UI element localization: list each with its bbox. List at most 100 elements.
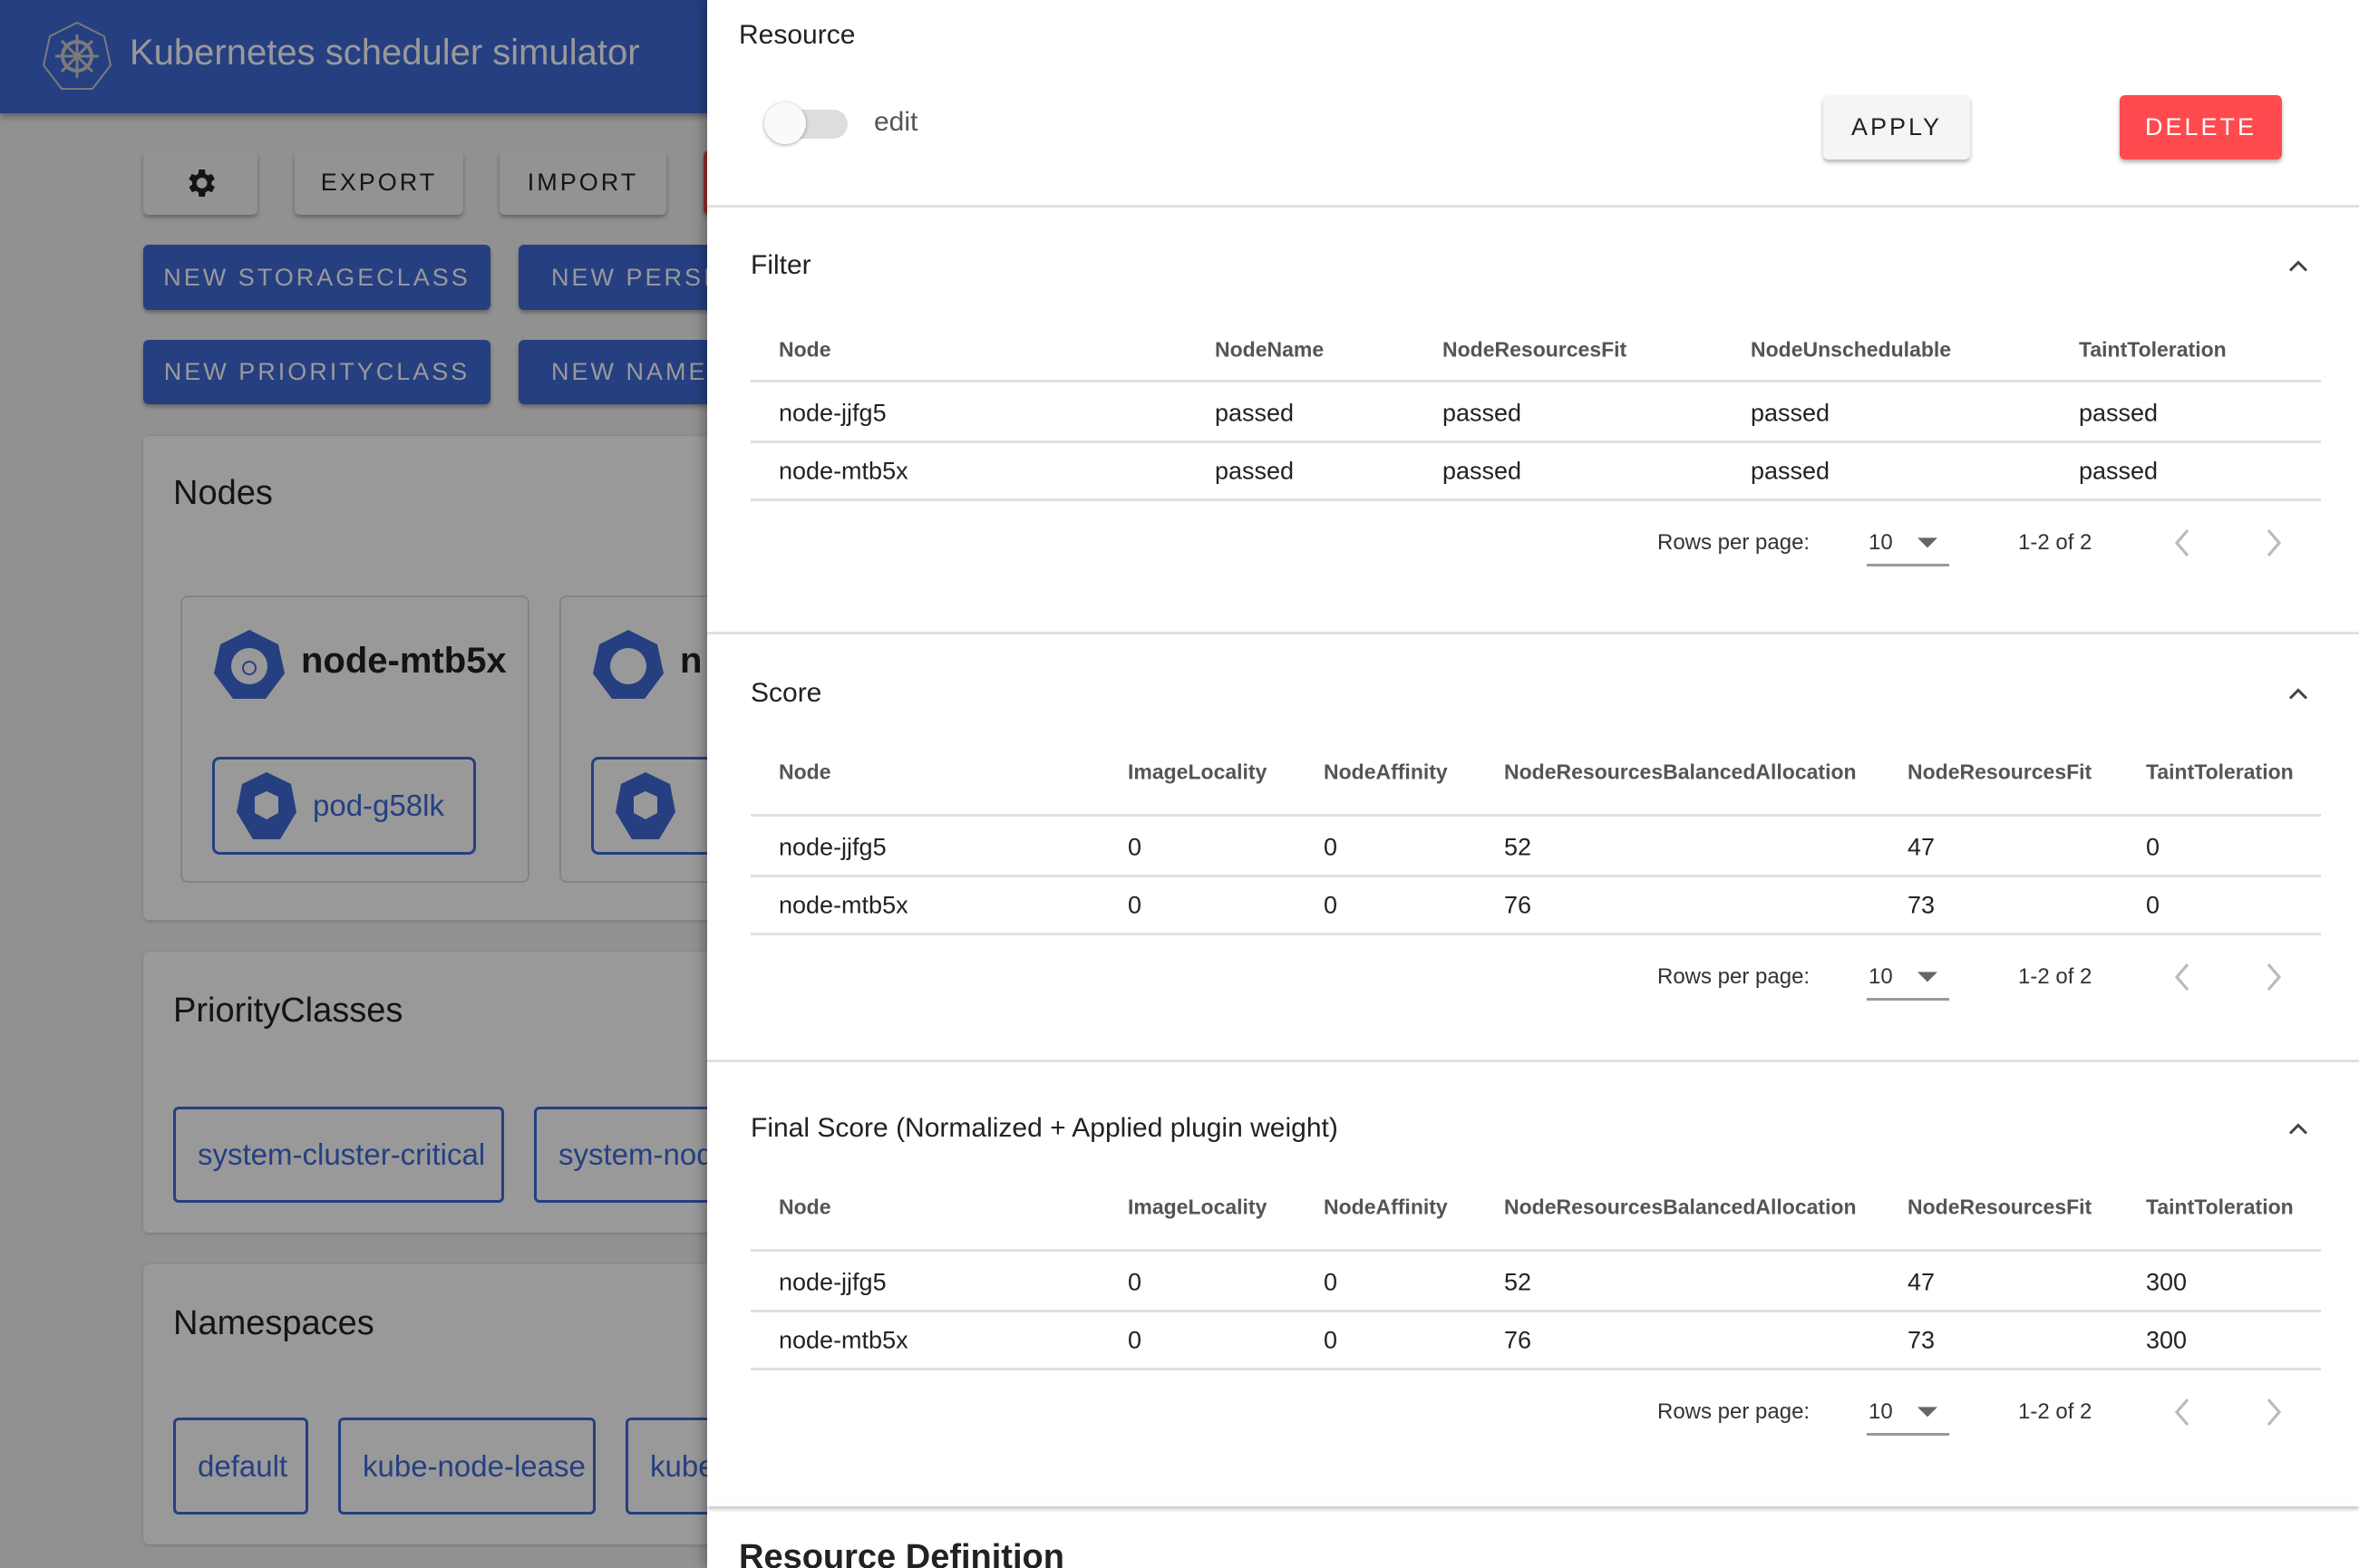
pod-chip[interactable]: pod-g58lk	[212, 757, 476, 855]
table-row: node-mtb5x 0 0 76 73 0	[751, 877, 2321, 935]
table-cell: passed	[1442, 457, 1522, 484]
table-cell: 0	[2146, 891, 2160, 918]
export-button[interactable]: EXPORT	[295, 150, 463, 215]
table-cell: passed	[1215, 457, 1295, 484]
score-title: Score	[751, 678, 822, 708]
table-cell: 0	[1128, 833, 1142, 860]
previous-page-icon[interactable]	[2170, 1396, 2194, 1428]
rows-per-page-label: Rows per page:	[1657, 530, 1811, 555]
rows-per-page-select[interactable]: 10	[1867, 1394, 1949, 1436]
table-cell: 73	[1908, 1326, 1936, 1353]
chevron-up-icon[interactable]	[2282, 250, 2315, 283]
priorityclass-chip[interactable]: system-cluster-critical	[173, 1107, 504, 1203]
caret-down-icon	[1917, 1407, 1937, 1418]
column-header[interactable]: NodeResourcesFit	[1908, 760, 2092, 784]
table-row: node-mtb5x passed passed passed passed	[751, 443, 2321, 501]
chevron-up-icon[interactable]	[2282, 678, 2315, 711]
settings-button[interactable]	[143, 150, 257, 215]
app-title: Kubernetes scheduler simulator	[130, 33, 640, 73]
resource-drawer: Resource edit APPLY DELETE Filter Node Nod…	[707, 0, 2359, 1568]
node-icon	[214, 630, 285, 699]
column-header[interactable]: NodeAffinity	[1324, 1195, 1448, 1219]
table-cell: 0	[1324, 1268, 1338, 1295]
column-header[interactable]: ImageLocality	[1128, 760, 1267, 784]
pod-icon	[237, 772, 296, 839]
caret-down-icon	[1917, 537, 1937, 548]
edit-toggle[interactable]	[764, 100, 851, 148]
filter-title: Filter	[751, 250, 811, 280]
namespaces-title: Namespaces	[173, 1304, 374, 1342]
rows-per-page-select[interactable]: 10	[1867, 959, 1949, 1001]
table-cell: 47	[1908, 833, 1936, 860]
previous-page-icon[interactable]	[2170, 961, 2194, 993]
column-header[interactable]: NodeResourcesBalancedAllocation	[1504, 1195, 1857, 1219]
table-cell: 300	[2146, 1268, 2188, 1295]
column-header[interactable]: NodeResourcesFit	[1442, 337, 1627, 362]
table-cell: 52	[1504, 1268, 1532, 1295]
column-header[interactable]: TaintToleration	[2079, 337, 2227, 362]
pod-icon	[616, 772, 675, 839]
table-cell: 0	[1128, 1268, 1142, 1295]
new-storageclass-button[interactable]: NEW STORAGECLASS	[143, 245, 490, 310]
table-cell: passed	[2079, 457, 2159, 484]
table-cell: 0	[1324, 891, 1338, 918]
gear-icon	[189, 169, 215, 197]
column-header[interactable]: Node	[779, 1195, 831, 1219]
table-cell: 52	[1504, 833, 1532, 860]
new-priorityclass-button[interactable]: NEW PRIORITYCLASS	[143, 340, 490, 404]
filter-section: Filter Node NodeName NodeResourcesFit NodeUn…	[707, 207, 2359, 634]
score-section: Score Node ImageLocality NodeAffinity NodeRe…	[707, 634, 2359, 1062]
table-cell: 0	[1128, 891, 1142, 918]
caret-down-icon	[1917, 972, 1937, 982]
column-header[interactable]: TaintToleration	[2146, 760, 2294, 784]
node-name: n	[680, 641, 703, 681]
table-cell: passed	[1751, 457, 1830, 484]
table-cell: node-jjfg5	[779, 399, 887, 426]
chevron-up-icon[interactable]	[2282, 1113, 2315, 1146]
column-header[interactable]: ImageLocality	[1128, 1195, 1267, 1219]
delete-button[interactable]: DELETE	[2120, 95, 2282, 160]
table-header: Node NodeName NodeResourcesFit NodeUnschedu…	[751, 323, 2321, 382]
node-card[interactable]: node-mtb5x pod-g58lk	[180, 595, 529, 883]
next-page-icon[interactable]	[2262, 961, 2286, 993]
namespace-chip[interactable]: default	[173, 1418, 308, 1515]
column-header[interactable]: NodeAffinity	[1324, 760, 1448, 784]
table-cell: passed	[1751, 399, 1830, 426]
table-cell: node-mtb5x	[779, 891, 908, 918]
table-cell: 300	[2146, 1326, 2188, 1353]
final-score-title: Final Score (Normalized + Applied plugin…	[751, 1113, 1338, 1143]
table-cell: 47	[1908, 1268, 1936, 1295]
table-cell: 0	[1324, 833, 1338, 860]
column-header[interactable]: Node	[779, 760, 831, 784]
table-cell: passed	[1215, 399, 1295, 426]
column-header[interactable]: TaintToleration	[2146, 1195, 2294, 1219]
table-cell: 0	[1128, 1326, 1142, 1353]
column-header[interactable]: NodeResourcesFit	[1908, 1195, 2092, 1219]
rows-per-page-label: Rows per page:	[1657, 1399, 1811, 1424]
node-name: node-mtb5x	[301, 641, 507, 681]
column-header[interactable]: NodeResourcesBalancedAllocation	[1504, 760, 1857, 784]
table-cell: node-mtb5x	[779, 1326, 908, 1353]
table-cell: 0	[2146, 833, 2160, 860]
rows-per-page-select[interactable]: 10	[1867, 525, 1949, 566]
column-header[interactable]: NodeUnschedulable	[1751, 337, 1952, 362]
apply-button[interactable]: APPLY	[1823, 95, 1970, 160]
previous-page-icon[interactable]	[2170, 527, 2194, 559]
kubernetes-logo-icon	[42, 21, 112, 90]
column-header[interactable]: Node	[779, 337, 831, 362]
column-header[interactable]: NodeName	[1215, 337, 1325, 362]
pagination-range: 1-2 of 2	[2018, 530, 2092, 555]
next-page-icon[interactable]	[2262, 527, 2286, 559]
priorityclasses-title: PriorityClasses	[173, 992, 403, 1030]
edit-label: edit	[874, 107, 918, 137]
namespace-chip[interactable]: kube-node-lease	[338, 1418, 596, 1515]
table-row: node-jjfg5 0 0 52 47 300	[751, 1254, 2321, 1312]
rows-per-page-value: 10	[1869, 964, 1893, 989]
table-header: Node ImageLocality NodeAffinity NodeResourc…	[751, 736, 2321, 817]
next-page-icon[interactable]	[2262, 1396, 2286, 1428]
import-button[interactable]: IMPORT	[500, 150, 666, 215]
table-cell: passed	[2079, 399, 2159, 426]
nodes-title: Nodes	[173, 474, 273, 512]
pod-name: pod-g58lk	[313, 789, 444, 822]
table-cell: 0	[1324, 1326, 1338, 1353]
